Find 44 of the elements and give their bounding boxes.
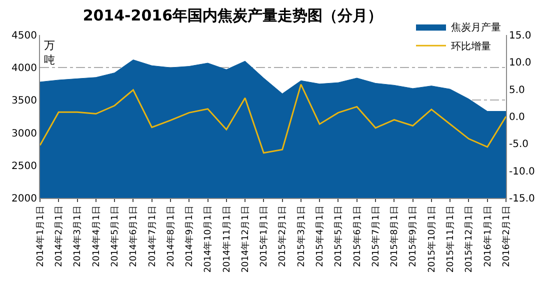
x-tick-label: 2014年7月1日 [146, 206, 158, 267]
x-tick-label: 2014年8月1日 [165, 206, 176, 267]
legend-label: 焦炭月产量 [451, 22, 501, 34]
x-tick-label: 2015年7月1日 [370, 206, 382, 267]
y-axis-title: 万吨 [44, 39, 55, 66]
y-tick-label: 4500 [12, 30, 37, 42]
x-tick-label: 2015年8月1日 [389, 206, 400, 267]
x-tick-label: 2014年2月1日 [54, 206, 65, 267]
x-tick-label: 2015年5月1日 [333, 206, 344, 267]
y2-tick-label: 5.0 [509, 84, 525, 96]
y-tick-label: 2500 [12, 160, 37, 172]
y-tick-label: 3000 [12, 128, 37, 140]
x-tick-label: 2014年5月1日 [109, 206, 120, 267]
x-tick-label: 2014年6月1日 [128, 206, 140, 267]
x-tick-label: 2014年9月1日 [184, 206, 196, 267]
y2-tick-label: 10.0 [509, 58, 532, 69]
y-tick-label: 4000 [12, 63, 37, 74]
y-tick-label: 3500 [12, 96, 37, 107]
x-tick-label: 2014年10月1日 [202, 206, 214, 273]
x-tick-label: 2014年12月1日 [240, 206, 251, 273]
x-tick-label: 2014年1月1日 [34, 206, 46, 267]
y2-tick-label: 15.0 [509, 30, 532, 42]
x-tick-label: 2015年11月1日 [445, 206, 456, 273]
y2-tick-label: -10.0 [509, 166, 535, 178]
legend-label: 环比增量 [451, 40, 491, 53]
x-tick-label: 2015年12月1日 [464, 206, 475, 273]
x-tick-label: 2016年1月1日 [482, 206, 494, 267]
y-tick-label: 2000 [12, 194, 37, 204]
y2-tick-label: -5.0 [509, 139, 529, 150]
x-tick-label: 2014年4月1日 [90, 206, 102, 267]
x-tick-label: 2014年11月1日 [221, 206, 232, 273]
line-series [40, 84, 506, 154]
x-tick-label: 2015年6月1日 [352, 206, 363, 267]
x-tick-label: 2015年10月1日 [426, 206, 438, 273]
x-tick-label: 2016年2月1日 [500, 206, 512, 267]
x-tick-label: 2015年9月1日 [408, 206, 419, 267]
x-tick-label: 2014年3月1日 [72, 206, 84, 267]
x-tick-label: 2015年2月1日 [277, 206, 288, 267]
chart-title: 2014-2016年国内焦炭产量走势图（分月） [82, 6, 383, 24]
x-tick-label: 2015年4月1日 [314, 206, 326, 267]
y2-tick-label: 0.0 [509, 112, 525, 123]
y2-tick-label: -15.0 [509, 194, 535, 204]
x-tick-label: 2015年3月1日 [296, 206, 307, 267]
x-tick-label: 2015年1月1日 [258, 206, 270, 267]
